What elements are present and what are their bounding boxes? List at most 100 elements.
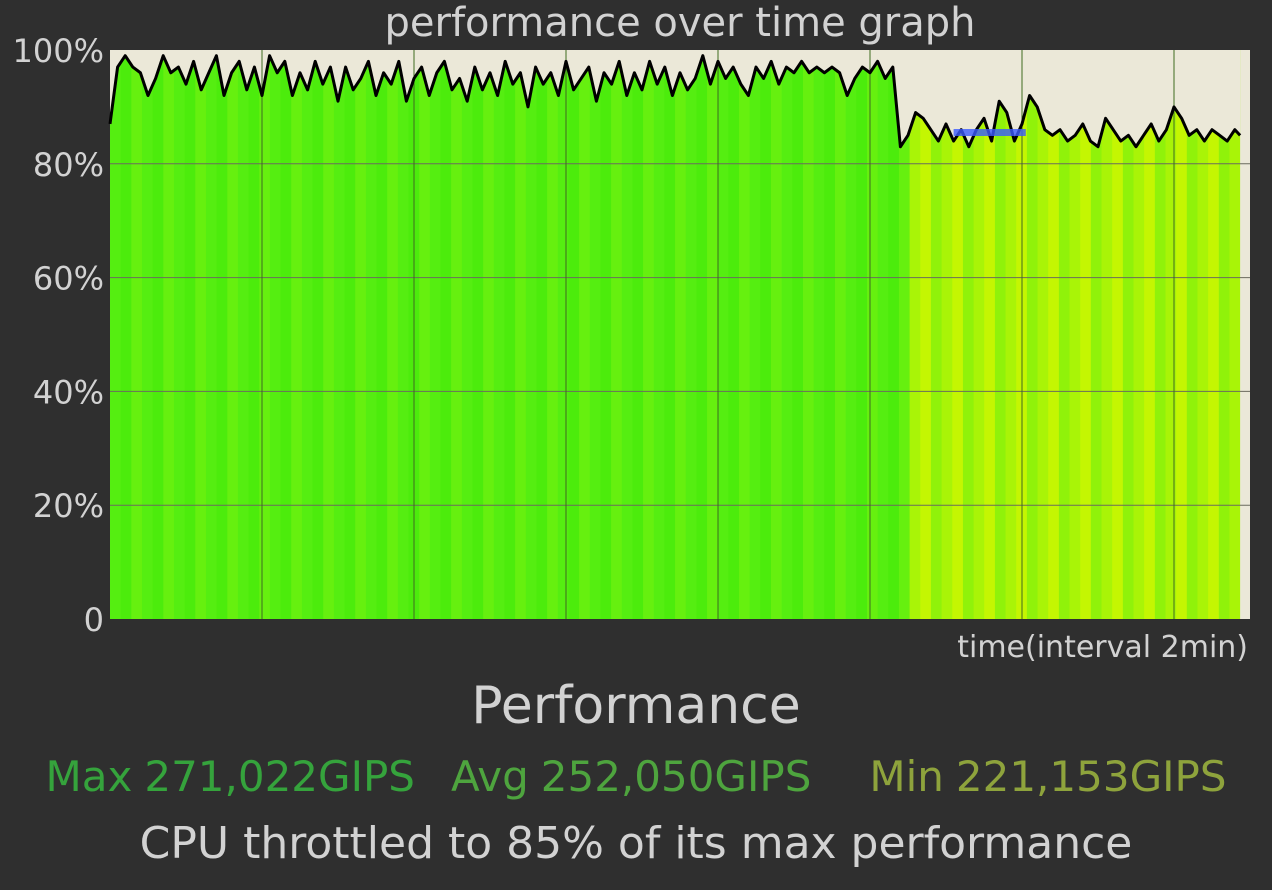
fill-band (834, 50, 847, 619)
y-tick-label: 80% (33, 146, 104, 184)
fill-band (707, 50, 719, 619)
performance-line (108, 54, 1242, 149)
fill-band (440, 50, 452, 619)
y-tick-label: 100% (13, 32, 104, 70)
avg-value: 252,050GIPS (540, 752, 812, 801)
fill-band (493, 50, 506, 619)
fill-band (579, 50, 591, 619)
fill-band (376, 50, 388, 619)
max-label: Max (45, 752, 133, 801)
fill-band (216, 50, 228, 619)
fill-band (333, 50, 346, 619)
fill-band (621, 50, 634, 619)
fill-band (952, 50, 964, 619)
fill-band (589, 50, 602, 619)
fill-band (760, 50, 772, 619)
y-tick-label: 60% (33, 260, 104, 298)
fill-band (280, 50, 292, 619)
fill-band (1122, 50, 1135, 619)
fill-band (312, 50, 324, 619)
fill-band (909, 50, 921, 619)
fill-band (930, 50, 943, 619)
min-value: 221,153GIPS (955, 752, 1227, 801)
fill-band (1069, 50, 1081, 619)
fill-band (1090, 50, 1103, 619)
fill-band (248, 50, 260, 619)
fill-band (355, 50, 367, 619)
fill-band (291, 50, 303, 619)
fill-band (994, 50, 1007, 619)
fill-band (110, 50, 122, 619)
fill-band (920, 50, 932, 619)
performance-chart: performance over time graph 0 20% 40% 60% 80%… (13, 0, 1250, 665)
fill-band (1037, 50, 1049, 619)
fill-band (419, 50, 431, 619)
fill-band (845, 50, 857, 619)
fill-band (888, 50, 900, 619)
avg-label: Avg (450, 752, 529, 801)
fill-band (611, 50, 623, 619)
fill-band (184, 50, 196, 619)
fill-band (1133, 50, 1145, 619)
fill-band (1208, 50, 1220, 619)
fill-band (898, 50, 911, 619)
fill-band (451, 50, 463, 619)
y-tick-label: 40% (33, 373, 104, 411)
fill-band (163, 50, 175, 619)
fill-band (461, 50, 474, 619)
fill-band (387, 50, 399, 619)
max-stat: Max 271,022GIPS (46, 752, 415, 808)
fill-band (653, 50, 665, 619)
fill-band (344, 50, 356, 619)
fill-band (1186, 50, 1199, 619)
fill-band (973, 50, 985, 619)
fill-band (802, 50, 815, 619)
fill-band (1101, 50, 1113, 619)
fill-band (749, 50, 761, 619)
performance-stats-row: Max 271,022GIPS Avg 252,050GIPS Min 221,… (0, 752, 1272, 808)
max-value: 271,022GIPS (144, 752, 415, 801)
fill-band (173, 50, 186, 619)
fill-band (856, 50, 868, 619)
fill-band (984, 50, 996, 619)
fill-band (131, 50, 143, 619)
fill-band (152, 50, 164, 619)
area-mask (110, 50, 1241, 147)
fill-band (547, 50, 559, 619)
fill-band (1144, 50, 1156, 619)
fill-band (771, 50, 783, 619)
fill-band (717, 50, 729, 619)
fill-band (557, 50, 570, 619)
fill-band (195, 50, 207, 619)
fill-band (675, 50, 687, 619)
fill-band (323, 50, 335, 619)
fill-band (504, 50, 516, 619)
fill-band (1218, 50, 1231, 619)
fill-band (301, 50, 314, 619)
fill-band (269, 50, 282, 619)
fill-band (696, 50, 708, 619)
fill-band (568, 50, 580, 619)
avg-stat: Avg 252,050GIPS (451, 752, 811, 808)
fill-band (141, 50, 154, 619)
fill-band (1112, 50, 1124, 619)
fill-band (1154, 50, 1167, 619)
fill-band (1080, 50, 1092, 619)
fill-band (397, 50, 410, 619)
fill-band (1026, 50, 1039, 619)
fill-band (941, 50, 953, 619)
y-tick-label: 0 (84, 601, 104, 639)
fill-band (739, 50, 751, 619)
fill-band (536, 50, 548, 619)
fill-band (365, 50, 378, 619)
fill-band (227, 50, 239, 619)
fill-band (1058, 50, 1071, 619)
fill-band (728, 50, 740, 619)
x-axis-label: time(interval 2min) (957, 630, 1248, 665)
fill-band (962, 50, 975, 619)
fill-band (429, 50, 442, 619)
fill-band (525, 50, 538, 619)
performance-heading: Performance (471, 676, 801, 736)
fill-band (781, 50, 793, 619)
fill-band (877, 50, 889, 619)
